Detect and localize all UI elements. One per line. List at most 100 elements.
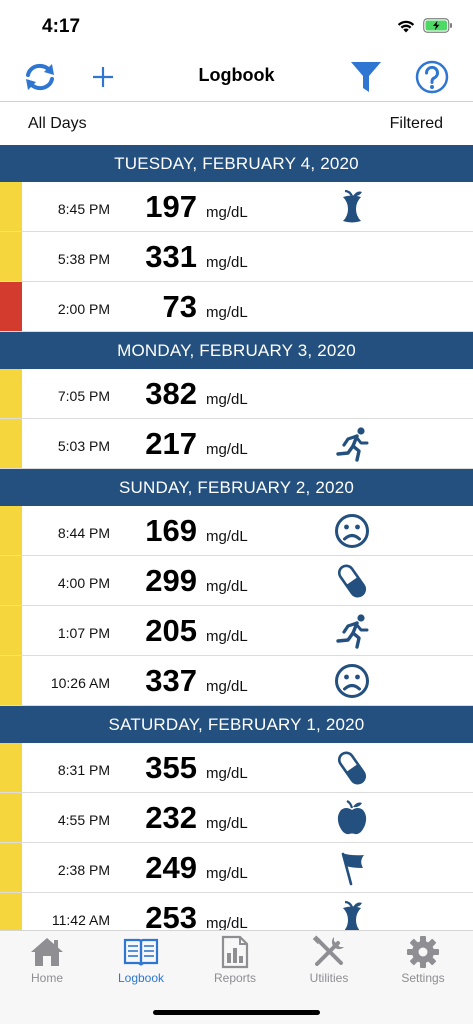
glucose-value: 337 — [145, 663, 197, 698]
sync-icon — [26, 63, 54, 91]
sad-face-icon — [333, 514, 371, 548]
log-entry-row[interactable]: 8:44 PM 169 mg/dL — [0, 506, 473, 556]
tab-label: Home — [30, 971, 63, 985]
entry-time: 10:26 AM — [50, 675, 110, 691]
glucose-unit: mg/dL — [206, 204, 248, 221]
log-entry-row[interactable]: 5:38 PM 331 mg/dL — [0, 232, 473, 282]
add-entry-button[interactable] — [84, 58, 122, 96]
apple-icon — [333, 800, 371, 835]
runner-icon — [333, 614, 371, 649]
log-entry-row[interactable]: 10:26 AM 337 mg/dL — [0, 656, 473, 706]
glucose-value: 217 — [145, 426, 197, 461]
runner-icon — [333, 427, 371, 462]
status-bar: 4:17 — [0, 0, 473, 50]
glucose-value: 169 — [145, 513, 197, 548]
pill-icon — [333, 564, 371, 598]
home-indicator — [153, 1010, 320, 1015]
glucose-unit: mg/dL — [206, 441, 248, 458]
entry-time: 2:38 PM — [57, 862, 110, 878]
log-entry-row[interactable]: 2:38 PM 249 mg/dL — [0, 843, 473, 893]
status-icons — [397, 18, 453, 33]
pill-icon — [333, 751, 371, 785]
log-entry-row[interactable]: 11:42 AM 253 mg/dL — [0, 893, 473, 930]
entry-time: 5:03 PM — [57, 438, 110, 454]
tab-label: Utilities — [309, 971, 349, 985]
glucose-value: 73 — [162, 289, 197, 324]
filter-button[interactable] — [347, 58, 385, 96]
funnel-icon — [351, 62, 381, 92]
entry-time: 5:38 PM — [57, 251, 110, 267]
plus-icon — [93, 67, 113, 87]
help-button[interactable] — [413, 58, 451, 96]
log-entry-row[interactable]: 4:00 PM 299 mg/dL — [0, 556, 473, 606]
tools-icon — [312, 935, 344, 966]
log-entry-row[interactable]: 5:03 PM 217 mg/dL — [0, 419, 473, 469]
status-time: 4:17 — [42, 16, 81, 37]
page-title: Logbook — [198, 65, 275, 85]
day-header: SATURDAY, FEBRUARY 1, 2020 — [0, 706, 473, 743]
glucose-level-indicator — [0, 893, 22, 930]
sad-face-icon — [333, 664, 371, 698]
report-icon — [221, 935, 249, 969]
tab-settings[interactable]: Settings — [376, 935, 470, 991]
tab-home[interactable]: Home — [0, 935, 94, 991]
logbook-list[interactable]: TUESDAY, FEBRUARY 4, 2020 8:45 PM 197 mg/dL… — [0, 145, 473, 930]
nav-bar: Logbook — [0, 50, 473, 102]
log-entry-row[interactable]: 1:07 PM 205 mg/dL — [0, 606, 473, 656]
glucose-unit: mg/dL — [206, 678, 248, 695]
glucose-unit: mg/dL — [206, 254, 248, 271]
apple-core-icon — [333, 900, 371, 930]
glucose-value: 232 — [145, 800, 197, 835]
date-range-selector[interactable]: All Days — [28, 115, 87, 132]
day-header: TUESDAY, FEBRUARY 4, 2020 — [0, 145, 473, 182]
log-entry-row[interactable]: 7:05 PM 382 mg/dL — [0, 369, 473, 419]
filter-status[interactable]: Filtered — [389, 115, 443, 132]
glucose-level-indicator — [0, 419, 22, 468]
glucose-level-indicator — [0, 556, 22, 605]
sync-button[interactable] — [21, 58, 59, 96]
entry-time: 7:05 PM — [57, 388, 110, 404]
log-entry-row[interactable]: 8:45 PM 197 mg/dL — [0, 182, 473, 232]
filter-row: All Days Filtered — [0, 103, 473, 145]
log-entry-row[interactable]: 8:31 PM 355 mg/dL — [0, 743, 473, 793]
glucose-value: 355 — [145, 750, 197, 785]
glucose-value: 197 — [145, 189, 197, 224]
entry-time: 4:55 PM — [57, 812, 110, 828]
apple-core-icon — [333, 189, 371, 224]
glucose-level-indicator — [0, 843, 22, 892]
glucose-level-indicator — [0, 182, 22, 231]
glucose-value: 382 — [145, 376, 197, 411]
entry-time: 4:00 PM — [57, 575, 110, 591]
glucose-unit: mg/dL — [206, 765, 248, 782]
glucose-level-indicator — [0, 793, 22, 842]
glucose-level-indicator — [0, 282, 22, 331]
log-entry-row[interactable]: 2:00 PM 73 mg/dL — [0, 282, 473, 332]
glucose-unit: mg/dL — [206, 528, 248, 545]
glucose-level-indicator — [0, 232, 22, 281]
glucose-level-indicator — [0, 743, 22, 792]
entry-time: 8:44 PM — [57, 525, 110, 541]
glucose-value: 249 — [145, 850, 197, 885]
tab-label: Settings — [401, 971, 445, 985]
entry-time: 2:00 PM — [57, 301, 110, 317]
day-header: MONDAY, FEBRUARY 3, 2020 — [0, 332, 473, 369]
tab-reports[interactable]: Reports — [188, 935, 282, 991]
glucose-unit: mg/dL — [206, 915, 248, 930]
glucose-level-indicator — [0, 606, 22, 655]
entry-time: 8:45 PM — [57, 201, 110, 217]
glucose-unit: mg/dL — [206, 391, 248, 408]
glucose-unit: mg/dL — [206, 304, 248, 321]
glucose-unit: mg/dL — [206, 628, 248, 645]
tab-logbook[interactable]: Logbook — [94, 935, 188, 991]
entry-time: 1:07 PM — [57, 625, 110, 641]
glucose-unit: mg/dL — [206, 815, 248, 832]
book-icon — [123, 938, 159, 966]
log-entry-row[interactable]: 4:55 PM 232 mg/dL — [0, 793, 473, 843]
tab-label: Logbook — [117, 971, 165, 985]
glucose-level-indicator — [0, 656, 22, 705]
tab-utilities[interactable]: Utilities — [282, 935, 376, 991]
tab-label: Reports — [213, 971, 257, 985]
battery-charging-icon — [423, 18, 453, 33]
glucose-unit: mg/dL — [206, 865, 248, 882]
glucose-value: 299 — [145, 563, 197, 598]
